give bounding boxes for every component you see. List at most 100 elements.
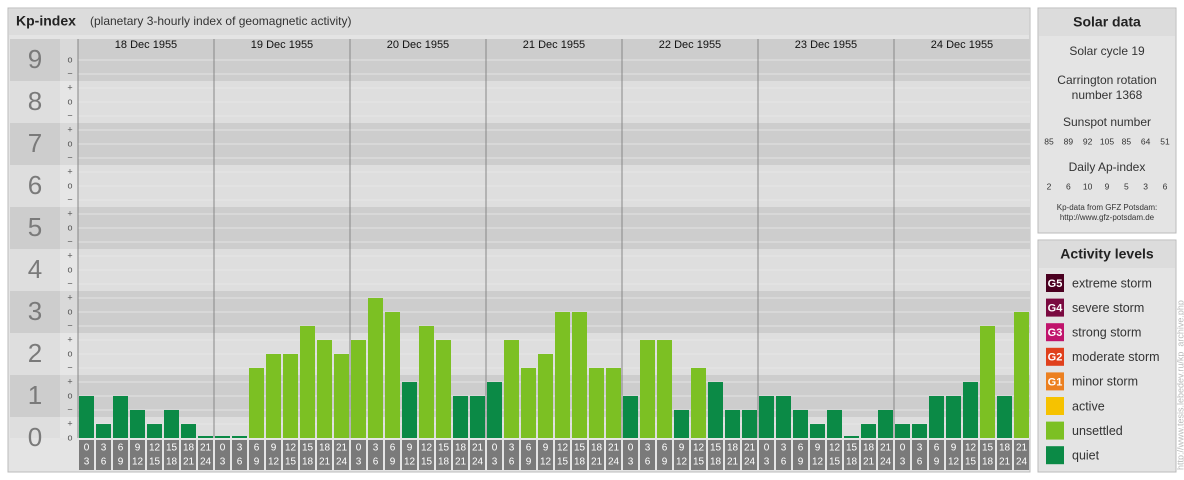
x-tick-label: 15 [166, 443, 178, 454]
hour-cell [79, 440, 94, 470]
x-tick-label: 6 [662, 443, 668, 454]
x-tick-label: 15 [557, 457, 569, 468]
hour-cell [130, 440, 145, 470]
x-tick-label: 18 [982, 457, 994, 468]
x-tick-label: 18 [846, 457, 858, 468]
bar [725, 409, 740, 438]
bar [1014, 312, 1029, 438]
hour-cell [181, 440, 196, 470]
bar [96, 424, 111, 438]
bar [79, 396, 94, 438]
hour-cell [725, 440, 740, 470]
x-tick-label: 12 [404, 457, 416, 468]
x-tick-label: 3 [764, 457, 770, 468]
x-tick-label: 21 [727, 457, 739, 468]
hour-cell [215, 440, 230, 470]
hour-cell [980, 440, 995, 470]
minor-tick-label: o [67, 264, 72, 274]
hour-cell [742, 440, 757, 470]
hour-cell [572, 440, 587, 470]
hour-cell [640, 440, 655, 470]
x-tick-label: 12 [285, 443, 297, 454]
day-label: 18 Dec 1955 [115, 39, 177, 51]
x-tick-label: 21 [183, 457, 195, 468]
x-tick-label: 12 [421, 443, 433, 454]
day-label: 20 Dec 1955 [387, 39, 449, 51]
bar [691, 367, 706, 438]
minor-tick-label: + [67, 418, 72, 428]
hour-cell [895, 440, 910, 470]
x-tick-label: 18 [166, 457, 178, 468]
band [10, 417, 1030, 438]
x-tick-label: 12 [268, 457, 280, 468]
x-tick-label: 12 [948, 457, 960, 468]
bar [368, 298, 383, 438]
bar [810, 424, 825, 438]
level-swatch [1046, 323, 1064, 342]
bar [555, 312, 570, 438]
hour-cell [861, 440, 876, 470]
bar [453, 396, 468, 438]
bar [538, 354, 553, 438]
hour-cell [487, 440, 502, 470]
hour-cell [810, 440, 825, 470]
bar [589, 367, 604, 438]
solar-value: 85 [1044, 136, 1054, 146]
day-label: 24 Dec 1955 [931, 39, 993, 51]
hour-cell [589, 440, 604, 470]
level-badge: G5 [1048, 278, 1063, 290]
hour-cell [878, 440, 893, 470]
hour-cell [606, 440, 621, 470]
x-tick-label: 15 [302, 443, 314, 454]
x-tick-label: 21 [336, 443, 348, 454]
x-tick-label: 9 [271, 443, 277, 454]
minor-tick-label: o [67, 390, 72, 400]
x-tick-label: 9 [543, 443, 549, 454]
x-tick-label: 24 [1016, 457, 1028, 468]
solar-value: 9 [1105, 181, 1110, 191]
x-tick-label: 21 [472, 443, 484, 454]
x-tick-label: 0 [492, 443, 498, 454]
hour-cell [470, 440, 485, 470]
x-tick-label: 12 [829, 443, 841, 454]
bar [793, 409, 808, 438]
x-tick-label: 18 [455, 443, 467, 454]
day-label: 22 Dec 1955 [659, 39, 721, 51]
minor-tick-label: + [67, 250, 72, 260]
hour-cell [147, 440, 162, 470]
x-tick-label: 18 [999, 443, 1011, 454]
x-tick-label: 3 [628, 457, 634, 468]
bar [878, 409, 893, 438]
x-tick-label: 3 [373, 443, 379, 454]
hour-cell [266, 440, 281, 470]
x-tick-label: 15 [149, 457, 161, 468]
solar-value: 89 [1064, 136, 1074, 146]
x-tick-label: 9 [815, 443, 821, 454]
x-tick-label: 15 [710, 443, 722, 454]
x-tick-label: 3 [84, 457, 90, 468]
level-swatch [1046, 421, 1064, 440]
level-label: moderate storm [1072, 350, 1160, 364]
bar [742, 409, 757, 438]
solar-header [1039, 9, 1175, 36]
bar [181, 424, 196, 438]
bar [419, 325, 434, 438]
x-tick-label: 3 [781, 443, 787, 454]
minor-tick-label: o [67, 306, 72, 316]
bar [640, 340, 655, 438]
hour-cell [1014, 440, 1029, 470]
minor-tick-label: o [67, 222, 72, 232]
level-swatch [1046, 298, 1064, 317]
hour-cell [521, 440, 536, 470]
x-tick-label: 3 [101, 443, 107, 454]
x-tick-label: 3 [917, 443, 923, 454]
bar [895, 424, 910, 438]
x-tick-label: 21 [319, 457, 331, 468]
x-tick-label: 9 [135, 443, 141, 454]
hour-cell [963, 440, 978, 470]
y-tick-label: 6 [28, 170, 42, 200]
bar [827, 409, 842, 438]
bar [300, 325, 315, 438]
level-badge: G4 [1048, 303, 1064, 315]
